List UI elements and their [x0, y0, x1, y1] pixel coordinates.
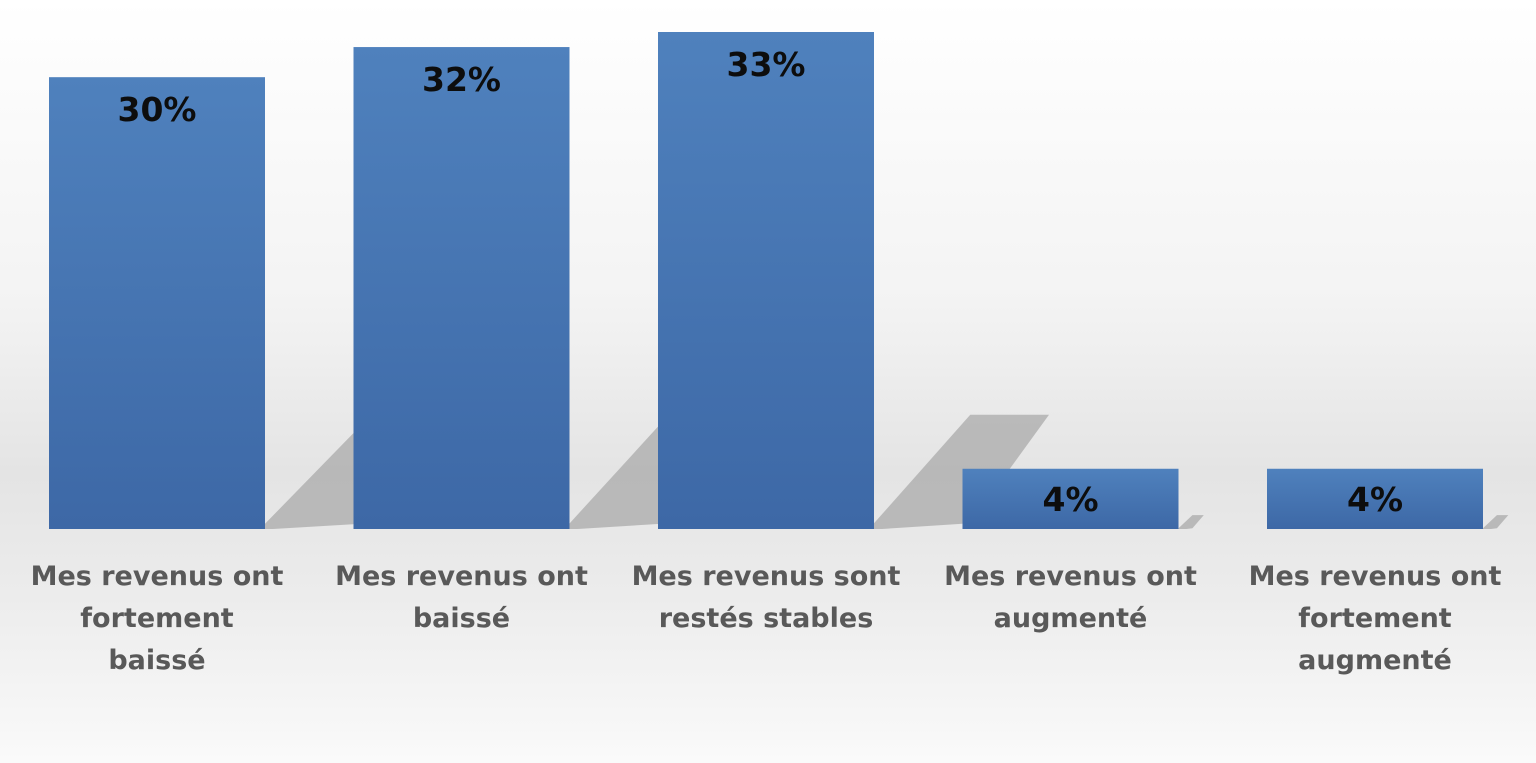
data-label: 32% [422, 60, 501, 99]
category-label-line: Mes revenus sont [632, 561, 901, 592]
bar [353, 47, 570, 529]
data-label: 30% [118, 90, 197, 129]
bars [49, 32, 1483, 529]
category-label-line: baissé [413, 603, 510, 634]
category-label-line: Mes revenus ont [944, 561, 1197, 592]
category-label: Mes revenus ont fortement augmenté [1249, 561, 1502, 676]
bar-shadow [1483, 515, 1509, 529]
category-label-line: fortement [1298, 603, 1451, 634]
category-label-line: restés stables [659, 603, 874, 634]
data-label: 33% [727, 45, 806, 84]
data-label: 4% [1347, 480, 1403, 519]
category-label-line: Mes revenus ont [31, 561, 284, 592]
category-label-line: Mes revenus ont [335, 561, 588, 592]
category-label-line: fortement [80, 603, 233, 634]
data-label: 4% [1042, 480, 1098, 519]
category-label: Mes revenus ont augmenté [944, 561, 1197, 634]
category-label: Mes revenus ont fortement baissé [31, 561, 284, 676]
bar [49, 77, 265, 529]
category-label-line: augmenté [994, 603, 1148, 634]
data-labels: 30% 32% 33% 4% 4% [118, 45, 1404, 519]
bar [658, 32, 874, 529]
bar [1267, 468, 1483, 529]
category-label: Mes revenus ont baissé [335, 561, 588, 634]
category-label-line: baissé [108, 645, 205, 676]
category-label-line: augmenté [1298, 645, 1452, 676]
category-label: Mes revenus sont restés stables [632, 561, 901, 634]
category-label-line: Mes revenus ont [1249, 561, 1502, 592]
bar-shadow [1178, 515, 1204, 529]
bar-shadow [874, 414, 1049, 529]
bar [962, 468, 1179, 529]
